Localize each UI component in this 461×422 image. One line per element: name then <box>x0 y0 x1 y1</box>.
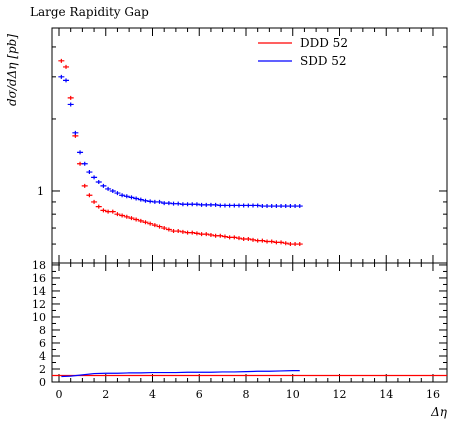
data-point <box>151 223 158 228</box>
data-point <box>296 242 303 247</box>
data-point <box>268 239 275 244</box>
data-point <box>91 199 98 204</box>
data-point <box>86 170 93 175</box>
ratio-y-tick-label: 14 <box>32 285 46 298</box>
data-point <box>156 199 163 204</box>
data-point <box>100 208 107 213</box>
data-point <box>95 204 102 209</box>
data-point <box>175 229 182 234</box>
data-point <box>259 238 266 243</box>
data-point <box>105 186 112 191</box>
main-y-tick-label: 1 <box>37 185 44 198</box>
data-point <box>58 58 65 63</box>
ratio-y-tick-label: 4 <box>39 350 46 363</box>
ratio-x-tick-label: 8 <box>242 388 249 401</box>
data-point <box>67 102 74 107</box>
data-point <box>278 240 285 245</box>
data-point <box>58 74 65 79</box>
data-point <box>207 232 214 237</box>
data-point <box>235 236 242 241</box>
ratio-x-tick-label: 12 <box>332 388 346 401</box>
data-point <box>95 180 102 185</box>
data-point <box>123 214 130 219</box>
ratio-y-tick-label: 16 <box>32 272 46 285</box>
data-point <box>63 64 70 69</box>
data-point <box>179 229 186 234</box>
data-point <box>91 175 98 180</box>
ratio-y-tick-label: 12 <box>32 298 46 311</box>
data-point <box>114 191 121 196</box>
data-point <box>77 150 84 155</box>
data-point <box>142 220 149 225</box>
data-point <box>63 78 70 83</box>
data-point <box>165 227 172 232</box>
data-point <box>128 216 135 221</box>
ratio-x-tick-label: 0 <box>56 388 63 401</box>
ratio-y-tick-label: 2 <box>39 363 46 376</box>
data-point <box>72 130 79 135</box>
ratio-series-line-1 <box>61 370 300 378</box>
data-point <box>193 231 200 236</box>
data-point <box>119 213 126 218</box>
series-0 <box>58 58 303 247</box>
data-point <box>156 224 163 229</box>
data-point <box>245 236 252 241</box>
ratio-y-tick-label: 10 <box>32 311 46 324</box>
legend-label: DDD 52 <box>300 36 348 50</box>
ratio-frame <box>51 262 448 383</box>
data-point <box>217 233 224 238</box>
data-point <box>282 241 289 246</box>
main-y-axis-label: dσ/dΔη [pb] <box>5 34 19 106</box>
ratio-y-tick-label: 8 <box>39 324 46 337</box>
data-point <box>137 218 144 223</box>
data-point <box>133 217 140 222</box>
data-point <box>161 226 168 231</box>
ratio-y-tick-label: 0 <box>39 376 46 389</box>
data-point <box>109 209 116 214</box>
ratio-x-tick-label: 16 <box>426 388 440 401</box>
data-point <box>221 234 228 239</box>
data-point <box>114 212 121 217</box>
data-point <box>137 197 144 202</box>
ratio-x-tick-label: 14 <box>379 388 393 401</box>
data-point <box>203 232 210 237</box>
data-point <box>81 161 88 166</box>
ratio-x-tick-label: 6 <box>196 388 203 401</box>
data-point <box>231 235 238 240</box>
data-point <box>250 237 257 242</box>
series-1 <box>58 74 303 209</box>
ratio-x-tick-label: 10 <box>286 388 300 401</box>
data-point <box>128 195 135 200</box>
ratio-x-axis-label: Δη <box>430 405 448 419</box>
ratio-y-tick-label: 18 <box>32 259 46 272</box>
ratio-x-tick-label: 2 <box>102 388 109 401</box>
data-point <box>86 193 93 198</box>
data-point <box>123 194 130 199</box>
legend: DDD 52 SDD 52 <box>258 36 348 68</box>
data-point <box>133 196 140 201</box>
data-point <box>296 204 303 209</box>
data-point <box>100 183 107 188</box>
legend-label: SDD 52 <box>300 54 347 68</box>
data-point <box>119 193 126 198</box>
data-point <box>147 221 154 226</box>
ratio-y-tick-label: 6 <box>39 337 46 350</box>
data-point <box>109 188 116 193</box>
ratio-x-tick-label: 4 <box>149 388 156 401</box>
data-point <box>67 95 74 100</box>
main-frame <box>51 27 448 264</box>
main-plot-panel: 1 <box>37 27 448 264</box>
data-point <box>81 183 88 188</box>
data-point <box>189 230 196 235</box>
chart-title: Large Rapidity Gap <box>30 5 149 19</box>
